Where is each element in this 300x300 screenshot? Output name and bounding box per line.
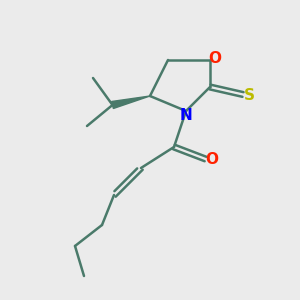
Text: S: S (244, 88, 255, 104)
Text: O: O (208, 51, 221, 66)
Text: N: N (180, 108, 192, 123)
Text: O: O (206, 152, 219, 167)
Polygon shape (112, 96, 150, 109)
